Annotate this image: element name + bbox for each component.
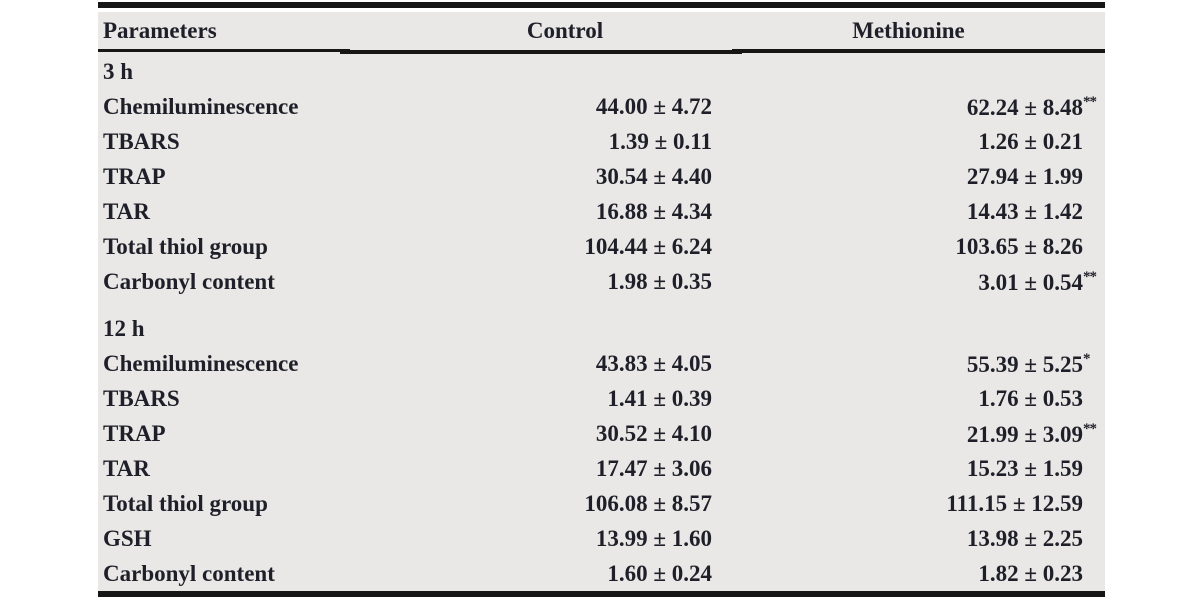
table-row: TBARS 1.39 ± 0.11 1.26 ± 0.21 [98,124,1105,159]
parameter-label: Chemiluminescence [103,94,299,119]
methionine-value: 21.99 ± 3.09 [966,421,1083,447]
parameter-label: TBARS [103,386,180,411]
header-divider-rule [98,48,1105,54]
methionine-cell: 62.24 ± 8.48** [966,93,1097,120]
control-value: 16.88 ± 4.34 [595,199,712,224]
column-header-parameters: Parameters [103,17,217,43]
header-rule-segment [732,49,1105,53]
methionine-value: 103.65 ± 8.26 [955,234,1083,259]
methionine-cell: 1.82 ± 0.23 [712,562,1105,585]
table-row: TRAP 30.54 ± 4.40 27.94 ± 1.99 [98,159,1105,194]
methionine-value: 3.01 ± 0.54 [978,269,1083,295]
table-row: Chemiluminescence 44.00 ± 4.72 62.24 ± 8… [98,89,1105,124]
column-header-control: Control [526,17,604,43]
methionine-value: 27.94 ± 1.99 [966,164,1083,189]
methionine-value: 13.98 ± 2.25 [966,526,1083,551]
table-row: Carbonyl content 1.60 ± 0.24 1.82 ± 0.23 [98,556,1105,591]
parameter-label: TAR [103,456,150,481]
table-header-row: Parameters Control Methionine [98,12,1105,48]
table-row: Total thiol group 106.08 ± 8.57 111.15 ±… [98,486,1105,521]
methionine-cell: 3.01 ± 0.54** [978,268,1097,295]
methionine-cell: 1.26 ± 0.21 [712,130,1105,153]
control-value: 106.08 ± 8.57 [584,491,712,516]
table-row: Chemiluminescence 43.83 ± 4.05 55.39 ± 5… [98,346,1105,381]
methionine-cell: 103.65 ± 8.26 [712,235,1105,258]
methionine-value: 15.23 ± 1.59 [966,456,1083,481]
methionine-value: 1.76 ± 0.53 [978,386,1083,411]
control-value: 1.41 ± 0.39 [607,386,712,411]
table-bottom-rule [98,591,1105,597]
column-header-methionine: Methionine [852,17,965,43]
control-value: 13.99 ± 1.60 [595,526,712,551]
parameter-label: TRAP [103,421,166,446]
parameter-label: TRAP [103,164,166,189]
header-rule-segment [339,50,743,54]
control-value: 1.39 ± 0.11 [608,129,712,154]
methionine-value: 62.24 ± 8.48 [966,94,1083,120]
methionine-value: 1.26 ± 0.21 [978,129,1083,154]
header-rule-segment [98,48,350,52]
methionine-value: 14.43 ± 1.42 [966,199,1083,224]
methionine-cell: 14.43 ± 1.42 [712,200,1105,223]
control-value: 30.52 ± 4.10 [595,421,712,446]
methionine-value: 1.82 ± 0.23 [978,561,1083,586]
section-label: 3 h [103,59,134,84]
methionine-cell: 13.98 ± 2.25 [712,527,1105,550]
section-label: 12 h [103,316,145,341]
section-gap [98,299,1105,311]
paper-table: Parameters Control Methionine 3 h Chemil… [98,0,1105,597]
parameter-label: Carbonyl content [103,269,275,294]
parameter-label: TAR [103,199,150,224]
table-row: TAR 17.47 ± 3.06 15.23 ± 1.59 [98,451,1105,486]
table-row: Carbonyl content 1.98 ± 0.35 3.01 ± 0.54… [98,264,1105,299]
parameter-label: Total thiol group [103,491,268,516]
methionine-cell: 21.99 ± 3.09** [966,420,1097,447]
methionine-cell: 1.76 ± 0.53 [712,387,1105,410]
table-body: Parameters Control Methionine 3 h Chemil… [98,12,1105,597]
control-value: 104.44 ± 6.24 [584,234,712,259]
control-value: 1.60 ± 0.24 [607,561,712,586]
table-row: TBARS 1.41 ± 0.39 1.76 ± 0.53 [98,381,1105,416]
section-header-row-12h: 12 h [98,311,1105,346]
table-row: TAR 16.88 ± 4.34 14.43 ± 1.42 [98,194,1105,229]
parameter-label: Chemiluminescence [103,351,299,376]
parameter-label: Carbonyl content [103,561,275,586]
methionine-cell: 15.23 ± 1.59 [712,457,1105,480]
methionine-cell: 111.15 ± 12.59 [712,492,1105,515]
methionine-value: 55.39 ± 5.25 [966,351,1083,377]
table-row: Total thiol group 104.44 ± 6.24 103.65 ±… [98,229,1105,264]
control-value: 43.83 ± 4.05 [595,351,712,376]
table-row: TRAP 30.52 ± 4.10 21.99 ± 3.09** [98,416,1105,451]
parameter-label: TBARS [103,129,180,154]
methionine-cell: 55.39 ± 5.25* [966,350,1091,377]
control-value: 17.47 ± 3.06 [595,456,712,481]
parameter-label: GSH [103,526,152,551]
methionine-cell: 27.94 ± 1.99 [712,165,1105,188]
parameter-label: Total thiol group [103,234,268,259]
methionine-value: 111.15 ± 12.59 [946,491,1083,516]
control-value: 44.00 ± 4.72 [595,94,712,119]
table-top-rule [98,2,1105,8]
table-row: GSH 13.99 ± 1.60 13.98 ± 2.25 [98,521,1105,556]
section-header-row-3h: 3 h [98,54,1105,89]
control-value: 30.54 ± 4.40 [595,164,712,189]
control-value: 1.98 ± 0.35 [607,269,712,294]
